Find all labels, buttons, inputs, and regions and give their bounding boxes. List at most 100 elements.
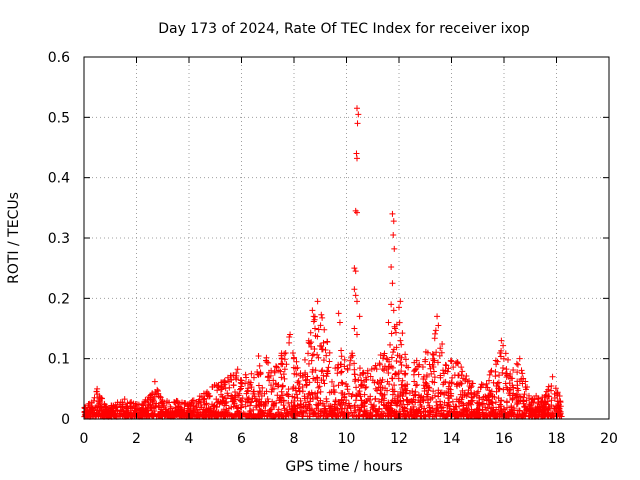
data-point <box>245 387 252 394</box>
data-point <box>270 377 277 384</box>
data-point <box>176 400 183 407</box>
x-tick-label: 10 <box>338 431 356 447</box>
data-point <box>273 364 280 371</box>
data-point <box>226 405 233 412</box>
data-point <box>316 383 323 390</box>
data-point <box>378 399 385 406</box>
data-point <box>384 387 391 394</box>
data-point <box>125 413 132 420</box>
data-point <box>220 406 227 413</box>
data-point <box>405 364 412 371</box>
data-point <box>416 361 423 368</box>
data-point <box>391 245 398 252</box>
data-point <box>157 393 164 400</box>
data-point <box>492 399 499 406</box>
data-point <box>353 384 360 391</box>
data-point <box>496 385 503 392</box>
data-point <box>225 392 232 399</box>
data-point <box>420 396 427 403</box>
data-point <box>270 385 277 392</box>
data-point <box>518 367 525 374</box>
data-point <box>498 347 505 354</box>
data-point <box>295 377 302 384</box>
data-point <box>390 218 397 225</box>
data-point <box>286 339 293 346</box>
data-point <box>485 394 492 401</box>
data-point <box>337 412 344 419</box>
data-point <box>287 331 294 338</box>
data-point <box>305 350 312 357</box>
data-point <box>230 381 237 388</box>
data-point <box>425 411 432 418</box>
data-points <box>81 105 565 420</box>
data-point <box>372 385 379 392</box>
data-point <box>278 399 285 406</box>
data-point <box>347 357 354 364</box>
data-point <box>151 378 158 385</box>
data-point <box>331 389 338 396</box>
data-point <box>317 408 324 415</box>
data-point <box>314 333 321 340</box>
data-point <box>435 322 442 329</box>
data-point <box>367 373 374 380</box>
data-point <box>430 364 437 371</box>
x-tick-label: 6 <box>237 431 246 447</box>
data-point <box>305 360 312 367</box>
data-point <box>399 330 406 337</box>
data-point <box>398 368 405 375</box>
data-point <box>422 356 429 363</box>
data-point <box>382 405 389 412</box>
data-point <box>495 404 502 411</box>
data-point <box>127 403 134 410</box>
data-point <box>228 395 235 402</box>
data-point <box>499 369 506 376</box>
data-point <box>383 355 390 362</box>
data-point <box>311 346 318 353</box>
data-point <box>97 403 104 410</box>
data-point <box>344 386 351 393</box>
data-point <box>484 404 491 411</box>
data-point <box>250 411 257 418</box>
data-point <box>338 368 345 375</box>
data-point <box>290 412 297 419</box>
data-point <box>456 412 463 419</box>
data-point <box>278 361 285 368</box>
data-point <box>500 342 507 349</box>
data-point <box>483 380 490 387</box>
x-axis-label: GPS time / hours <box>285 459 402 475</box>
data-point <box>354 209 360 216</box>
data-point <box>348 393 355 400</box>
data-point <box>302 377 309 384</box>
data-point <box>411 378 418 385</box>
data-point <box>492 357 499 364</box>
data-point <box>425 387 432 394</box>
data-point <box>309 352 316 359</box>
data-point <box>448 358 455 365</box>
data-point <box>369 406 376 413</box>
data-point <box>362 412 369 419</box>
data-point <box>237 379 244 386</box>
data-point <box>410 406 417 413</box>
data-point <box>541 408 548 415</box>
data-point <box>332 411 339 418</box>
data-point <box>438 349 445 356</box>
data-point <box>434 405 441 412</box>
data-point <box>137 409 144 416</box>
data-point <box>409 388 416 395</box>
data-point <box>338 390 345 397</box>
data-point <box>242 403 249 410</box>
data-point <box>379 376 386 383</box>
data-point <box>548 383 555 390</box>
data-point <box>307 329 314 336</box>
data-point <box>335 310 342 317</box>
data-point <box>297 401 304 408</box>
data-point <box>376 361 383 368</box>
data-point <box>245 378 252 385</box>
data-point <box>134 401 141 408</box>
data-point <box>312 367 319 374</box>
data-point <box>291 370 298 377</box>
data-point <box>203 400 210 407</box>
data-point <box>197 399 204 406</box>
data-point <box>324 370 331 377</box>
data-point <box>281 366 288 373</box>
